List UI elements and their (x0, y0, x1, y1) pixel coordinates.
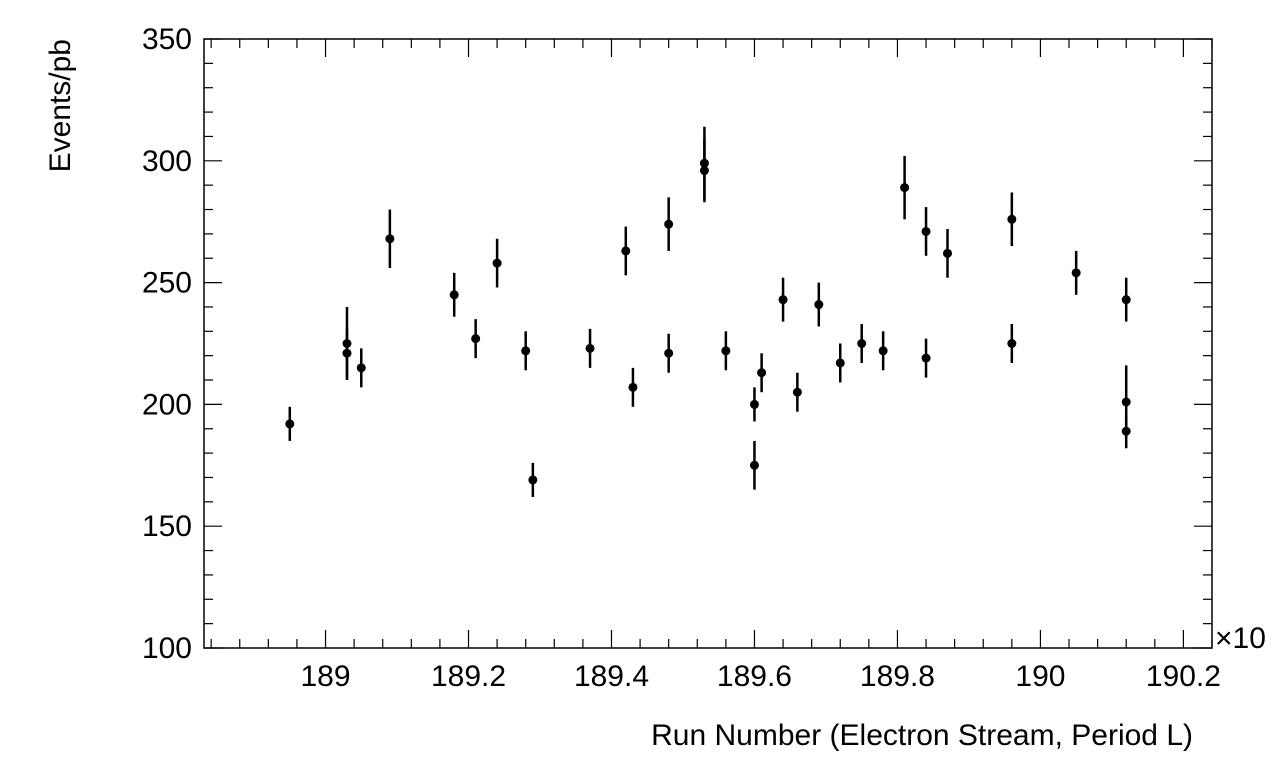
point-marker (921, 226, 931, 236)
point-marker (664, 348, 674, 358)
data-points (285, 126, 1131, 497)
y-tick-label: 150 (142, 510, 192, 543)
point-marker (921, 353, 931, 363)
point-marker (385, 234, 395, 244)
data-point (921, 338, 931, 378)
point-marker (1121, 397, 1131, 407)
data-point (835, 343, 845, 383)
data-point (342, 328, 352, 378)
data-point (1121, 414, 1131, 449)
point-marker (492, 258, 502, 268)
point-marker (528, 475, 538, 485)
y-axis-tick-labels: 100 150 200 250 300 350 (142, 23, 192, 665)
point-marker (621, 246, 631, 256)
point-marker (749, 460, 759, 470)
point-marker (1121, 295, 1131, 305)
data-point (721, 331, 731, 371)
data-point (521, 331, 531, 371)
x-axis-ticks (210, 39, 1213, 648)
point-marker (356, 363, 366, 373)
data-point (528, 462, 538, 497)
point-marker (1121, 426, 1131, 436)
x-tick-label: 189 (301, 660, 351, 693)
data-point (749, 387, 759, 422)
point-marker (900, 183, 910, 193)
x-tick-label: 189.6 (717, 660, 792, 693)
data-point (664, 197, 674, 251)
data-point (749, 440, 759, 490)
data-point (757, 353, 767, 393)
x-tick-label: 190.2 (1146, 660, 1221, 693)
data-point (449, 272, 459, 317)
data-point (585, 328, 595, 368)
y-tick-label: 100 (142, 632, 192, 665)
point-marker (285, 419, 295, 429)
point-marker (628, 382, 638, 392)
point-marker (664, 219, 674, 229)
point-marker (585, 343, 595, 353)
point-marker (449, 290, 459, 300)
plot-frame (203, 38, 1213, 649)
point-marker (471, 334, 481, 344)
point-marker (857, 339, 867, 348)
point-marker (792, 387, 802, 397)
data-point (621, 226, 631, 276)
data-point (1071, 250, 1081, 295)
y-tick-label: 350 (142, 23, 192, 56)
x-tick-label: 189.2 (431, 660, 506, 693)
point-marker (814, 300, 824, 310)
data-point (900, 155, 910, 220)
data-point (356, 348, 366, 388)
data-point (878, 331, 888, 371)
x-tick-label: 189.8 (860, 660, 935, 693)
data-point (285, 406, 295, 441)
y-axis-title: Events/pb (44, 39, 77, 172)
point-marker (1071, 268, 1081, 278)
data-point (385, 209, 395, 268)
y-axis-ticks (204, 38, 1212, 649)
x-tick-label: 189.4 (574, 660, 649, 693)
point-marker (757, 368, 767, 378)
x-axis-title: Run Number (Electron Stream, Period L) (651, 719, 1193, 752)
point-marker (699, 166, 709, 176)
data-point (942, 229, 952, 278)
y-tick-label: 300 (142, 145, 192, 178)
data-point (814, 282, 824, 327)
x-axis-multiplier-label: ×10 (1215, 622, 1266, 655)
data-point (792, 372, 802, 412)
point-marker (878, 346, 888, 356)
point-marker (778, 295, 788, 305)
x-tick-label: 190 (1015, 660, 1065, 693)
point-marker (1007, 214, 1017, 224)
y-tick-label: 250 (142, 267, 192, 300)
point-marker (835, 358, 845, 368)
data-point (1007, 192, 1017, 247)
x-axis-tick-labels: 189 189.2 189.4 189.6 189.8 190 190.2 (301, 660, 1221, 693)
data-point (1007, 324, 1017, 363)
data-point (857, 324, 867, 363)
data-point (664, 333, 674, 373)
data-point (471, 319, 481, 359)
data-point (699, 138, 709, 203)
data-point (778, 277, 788, 322)
point-marker (1007, 339, 1017, 348)
point-marker (942, 248, 952, 258)
data-point (1121, 277, 1131, 322)
point-marker (342, 348, 352, 358)
point-marker (721, 346, 731, 356)
data-point (628, 367, 638, 407)
y-tick-label: 200 (142, 388, 192, 421)
point-marker (521, 346, 531, 356)
data-point (492, 238, 502, 288)
point-marker (749, 399, 759, 409)
data-point (921, 207, 931, 256)
